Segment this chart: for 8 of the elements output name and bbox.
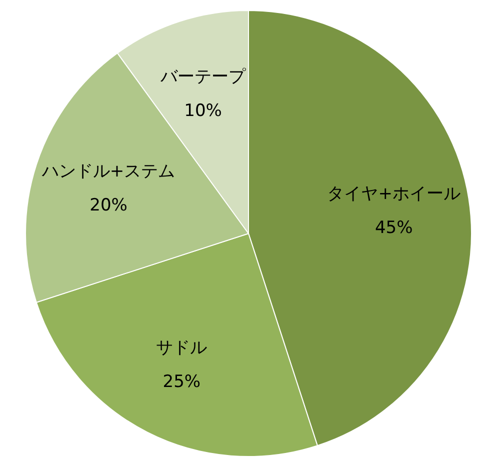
slice-label: タイヤ+ホイール [327, 184, 460, 204]
slice-label: サドル [156, 338, 208, 358]
slice-label: ハンドル+ステム [40, 161, 176, 182]
data-label: 25% [162, 372, 201, 392]
data-label: 20% [90, 195, 128, 216]
data-label: 45% [374, 218, 413, 238]
data-label: 10% [184, 100, 222, 121]
slice-label: バーテープ [160, 66, 247, 87]
